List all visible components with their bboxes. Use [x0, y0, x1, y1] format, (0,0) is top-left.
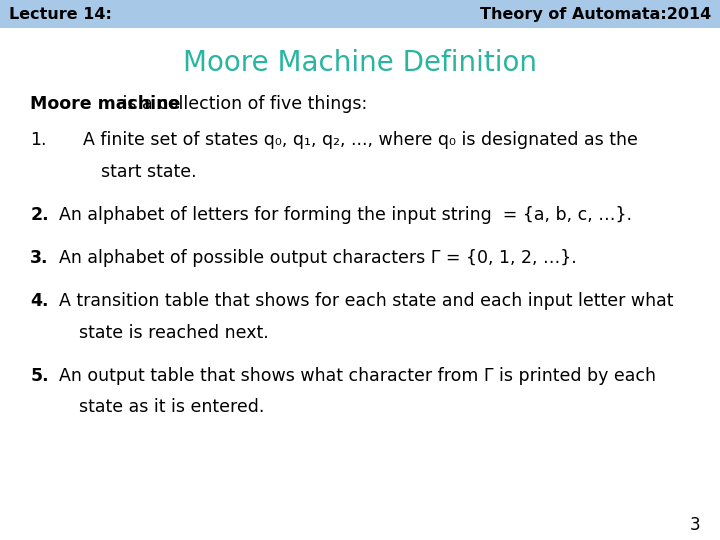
Text: A transition table that shows for each state and each input letter what: A transition table that shows for each s…: [59, 292, 673, 310]
Text: An alphabet of letters for forming the input string  = {a, b, c, …}.: An alphabet of letters for forming the i…: [59, 206, 632, 224]
Text: start state.: start state.: [101, 163, 197, 181]
Text: An alphabet of possible output characters Γ = {0, 1, 2, …}.: An alphabet of possible output character…: [59, 249, 577, 267]
Text: 5.: 5.: [30, 367, 49, 385]
Text: 1.: 1.: [30, 131, 47, 150]
Text: Lecture 14:: Lecture 14:: [9, 6, 112, 22]
Text: 2.: 2.: [30, 206, 49, 224]
Text: Moore Machine Definition: Moore Machine Definition: [183, 49, 537, 77]
Text: 4.: 4.: [30, 292, 49, 310]
Text: is a collection of five things:: is a collection of five things:: [117, 94, 367, 113]
Text: state as it is entered.: state as it is entered.: [79, 398, 264, 416]
Text: 3.: 3.: [30, 249, 49, 267]
Text: state is reached next.: state is reached next.: [79, 323, 269, 342]
Text: A finite set of states q₀, q₁, q₂, ..., where q₀ is designated as the: A finite set of states q₀, q₁, q₂, ..., …: [83, 131, 638, 150]
Text: 3: 3: [689, 516, 700, 534]
Text: Theory of Automata:2014: Theory of Automata:2014: [480, 6, 711, 22]
Text: Moore machine: Moore machine: [30, 94, 181, 113]
Text: An output table that shows what character from Γ is printed by each: An output table that shows what characte…: [59, 367, 656, 385]
